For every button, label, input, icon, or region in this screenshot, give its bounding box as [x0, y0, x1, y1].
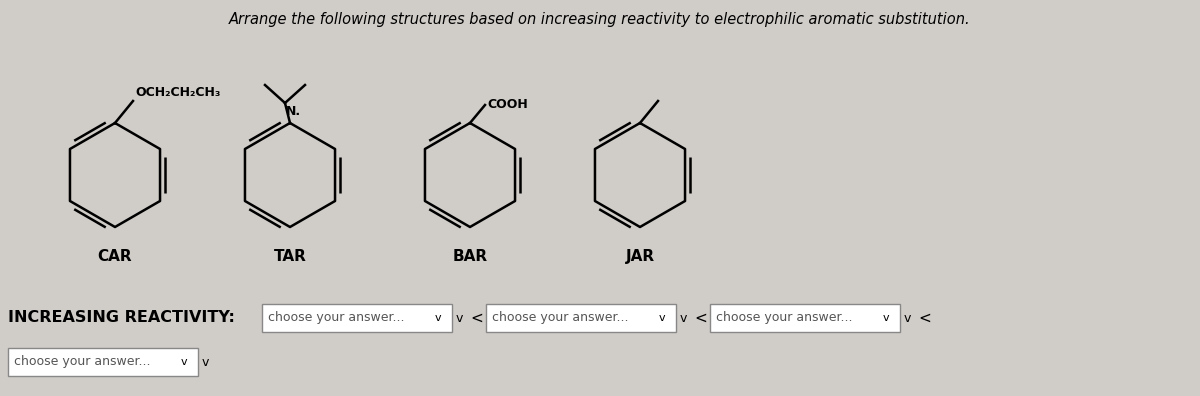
- Bar: [486, 304, 676, 332]
- Bar: [8, 348, 198, 376]
- Text: choose your answer...: choose your answer...: [268, 312, 404, 324]
- Text: BAR: BAR: [452, 249, 487, 264]
- Text: JAR: JAR: [625, 249, 654, 264]
- Text: N.: N.: [286, 105, 301, 118]
- Text: choose your answer...: choose your answer...: [716, 312, 852, 324]
- Text: v: v: [434, 313, 442, 323]
- Text: v: v: [456, 312, 463, 324]
- Text: COOH: COOH: [487, 99, 528, 112]
- Text: v: v: [904, 312, 911, 324]
- Text: OCH₂CH₂CH₃: OCH₂CH₂CH₃: [134, 86, 221, 99]
- Text: <: <: [918, 310, 931, 326]
- Text: INCREASING REACTIVITY:: INCREASING REACTIVITY:: [8, 310, 235, 326]
- Bar: [710, 304, 900, 332]
- Text: v: v: [202, 356, 209, 369]
- Text: v: v: [659, 313, 665, 323]
- Text: v: v: [883, 313, 889, 323]
- Text: choose your answer...: choose your answer...: [14, 356, 150, 369]
- Text: TAR: TAR: [274, 249, 306, 264]
- Text: Arrange the following structures based on increasing reactivity to electrophilic: Arrange the following structures based o…: [229, 12, 971, 27]
- Text: <: <: [694, 310, 707, 326]
- Text: v: v: [181, 357, 187, 367]
- Text: CAR: CAR: [97, 249, 132, 264]
- Text: v: v: [680, 312, 688, 324]
- Bar: [262, 304, 452, 332]
- Text: choose your answer...: choose your answer...: [492, 312, 629, 324]
- Text: <: <: [470, 310, 482, 326]
